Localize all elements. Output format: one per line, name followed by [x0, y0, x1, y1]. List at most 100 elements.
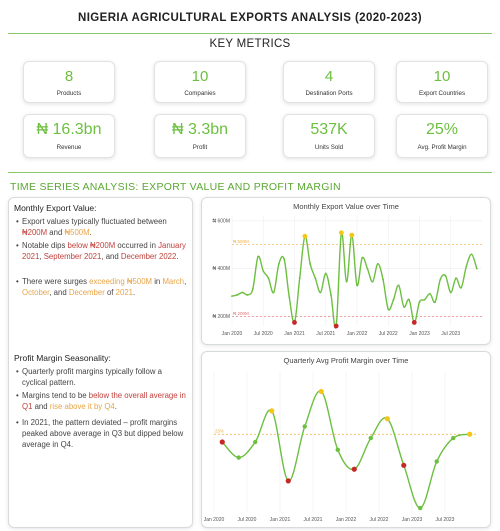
data-point: [314, 277, 317, 280]
data-point: [236, 294, 239, 296]
metric-card-profit: ₦ 3.3bn Profit: [154, 114, 246, 158]
margin-bullet-1: • Quarterly profit margins typically foll…: [16, 366, 188, 388]
data-point: [366, 267, 369, 270]
data-point-low: [411, 320, 417, 325]
data-point: [272, 291, 275, 294]
bullet-text: In 2021, the pattern deviated – profit m…: [16, 417, 188, 451]
text-segment: ,: [39, 252, 44, 262]
metric-label: Export Countries: [418, 90, 466, 97]
x-tick-label: Jul 2021: [304, 517, 323, 523]
section-divider: [8, 172, 492, 173]
text-segment: December: [68, 288, 105, 298]
metric-label: Profit: [192, 144, 208, 151]
data-point: [356, 284, 358, 287]
metric-card-revenue: ₦ 16.3bn Revenue: [23, 114, 115, 158]
data-point: [361, 256, 364, 259]
data-point: [418, 505, 423, 511]
data-point-low: [292, 320, 297, 325]
reference-line-label: ₦ 200M: [233, 311, 249, 316]
data-point: [460, 286, 463, 289]
metric-value: 25%: [425, 121, 459, 138]
bullet-dot: •: [16, 277, 19, 286]
data-point: [429, 292, 431, 295]
data-point: [423, 298, 426, 301]
x-tick-label: Jul 2020: [238, 517, 257, 523]
data-point: [330, 294, 332, 296]
x-tick-label: Jul 2022: [379, 331, 398, 337]
bullet-text: Export values typically fluctuated betwe…: [16, 216, 188, 238]
data-point: [241, 291, 244, 294]
data-point: [253, 439, 258, 445]
x-tick-label: Jul 2022: [370, 517, 389, 523]
data-point: [470, 253, 473, 256]
data-point: [251, 288, 254, 290]
metric-label: Companies: [184, 90, 216, 97]
export-heading: Monthly Export Value:: [14, 203, 97, 213]
data-point: [309, 262, 312, 265]
bullet-text: Margins tend to be below the overall ave…: [16, 390, 188, 412]
data-point: [434, 459, 439, 464]
x-tick-label: Jul 2021: [316, 331, 335, 337]
text-segment: In 2021, the pattern deviated – profit m…: [22, 418, 184, 450]
x-tick-label: Jan 2023: [409, 331, 430, 337]
data-point-low: [333, 323, 339, 329]
text-segment: March: [162, 277, 185, 286]
metric-value: 10: [191, 68, 209, 85]
text-segment: September 2021: [43, 252, 102, 262]
metric-value: 4: [324, 68, 334, 85]
margin-bullet-3: • In 2021, the pattern deviated – profit …: [16, 417, 188, 451]
data-point: [397, 284, 400, 287]
data-point: [382, 278, 384, 281]
reference-line-label: 25%: [215, 429, 224, 434]
metric-card-export-countries: 10 Export Countries: [396, 61, 488, 103]
chart-title: Quarterly Avg Profit Margin over Time: [284, 356, 409, 365]
metric-value: 10: [433, 68, 451, 85]
data-point-high: [302, 233, 308, 239]
x-tick-label: Jan 2021: [284, 331, 305, 337]
data-point: [246, 294, 249, 296]
chart-title: Monthly Export Value over Time: [293, 202, 399, 211]
title-divider: [8, 33, 492, 34]
text-segment: .: [133, 288, 136, 298]
bullet-text: There were surges exceeding ₦500M in Mar…: [16, 276, 188, 298]
margin-heading: Profit Margin Seasonality:: [14, 353, 111, 363]
data-point: [444, 274, 447, 277]
x-tick-label: Jan 2020: [222, 331, 243, 337]
text-segment: January 2021: [22, 241, 186, 262]
metric-label: Destination Ports: [305, 90, 353, 97]
data-point: [277, 262, 280, 265]
bullet-dot: •: [16, 217, 19, 226]
data-point-high: [467, 431, 473, 437]
data-point: [231, 295, 233, 298]
data-point-high: [384, 416, 390, 422]
key-metrics-title: KEY METRICS: [209, 38, 291, 50]
data-point-low: [401, 462, 407, 468]
text-segment: below ₦200M: [67, 241, 116, 250]
metric-label: Revenue: [56, 144, 82, 151]
data-point: [302, 424, 307, 429]
data-point: [345, 280, 348, 283]
data-point: [392, 298, 395, 301]
reference-line-label: ₦ 500M: [233, 239, 249, 244]
x-tick-label: Jul 2023: [441, 331, 460, 337]
x-tick-label: Jan 2022: [336, 517, 357, 523]
data-point-low: [285, 478, 291, 484]
page-title: NIGERIA AGRICULTURAL EXPORTS ANALYSIS (2…: [77, 12, 422, 24]
data-point: [371, 280, 374, 283]
text-segment: rise above it by Q4: [49, 402, 115, 412]
text-segment: 2021: [115, 288, 133, 298]
data-point: [465, 265, 468, 268]
text-segment: , and: [49, 288, 69, 298]
data-point: [439, 278, 442, 281]
metric-value: 537K: [310, 121, 348, 138]
data-point: [267, 277, 270, 280]
text-segment: .: [89, 228, 92, 238]
data-point: [335, 447, 340, 452]
x-tick-label: Jul 2023: [436, 517, 455, 523]
data-point: [368, 435, 373, 441]
metric-label: Avg. Profit Margin: [417, 144, 467, 151]
metric-value: ₦ 3.3bn: [171, 121, 229, 138]
text-segment: December 2022: [120, 252, 177, 262]
data-point: [288, 296, 291, 299]
data-point-high: [269, 408, 275, 414]
